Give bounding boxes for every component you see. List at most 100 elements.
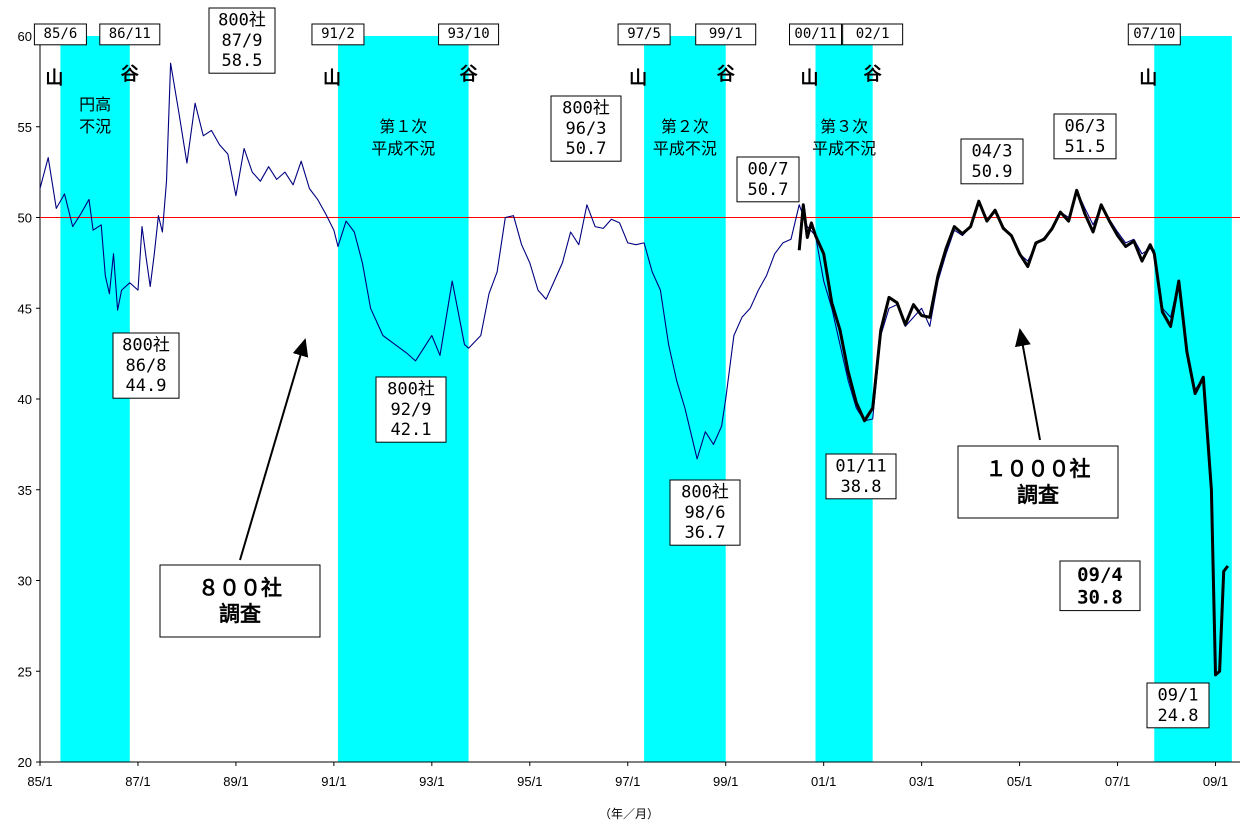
- band-peak-date-text: 00/11: [794, 26, 836, 42]
- value-annotation-text: 42.1: [391, 420, 432, 440]
- x-tick-label: 85/1: [27, 774, 52, 789]
- value-annotation-box: [1146, 682, 1210, 729]
- trough-mark: 谷: [717, 64, 736, 85]
- value-annotation-text: 96/3: [566, 119, 607, 139]
- band-peak-date-box: [789, 23, 843, 46]
- recession-band: [815, 36, 873, 762]
- x-tick-label: 91/1: [321, 774, 346, 789]
- value-annotation-text: 800社: [562, 98, 610, 118]
- y-tick-label: 50: [18, 211, 32, 226]
- peak-mark: 山: [323, 68, 341, 89]
- value-annotation-text: 98/6: [685, 503, 726, 523]
- peak-mark: 山: [45, 68, 63, 89]
- band-peak-date-box: [617, 23, 671, 46]
- arrow-800: [239, 338, 309, 561]
- value-annotation-box: [669, 479, 741, 546]
- value-annotation-box: [375, 376, 447, 443]
- series-line-1000: [797, 188, 1229, 677]
- survey-text: ８００社: [198, 576, 282, 600]
- value-annotation-text: 800社: [387, 379, 435, 399]
- x-tick-label: 01/1: [811, 774, 836, 789]
- x-tick-label: 05/1: [1007, 774, 1032, 789]
- band-name: 不況: [79, 117, 111, 136]
- value-annotation-box: [960, 138, 1024, 185]
- x-tick-label: 93/1: [419, 774, 444, 789]
- y-tick-label: 55: [18, 120, 32, 135]
- band-name: 円高: [79, 95, 111, 114]
- band-name: 平成不況: [653, 139, 717, 158]
- band-peak-date-box: [311, 23, 365, 46]
- value-annotation-text: 87/9: [222, 31, 263, 51]
- value-annotation-box: [112, 332, 180, 399]
- x-tick-label: 03/1: [909, 774, 934, 789]
- value-annotation-text: 00/7: [748, 159, 789, 179]
- band-trough-date-box: [99, 23, 161, 46]
- x-tick-label: 89/1: [223, 774, 248, 789]
- band-trough-date-box: [842, 23, 904, 46]
- value-annotation-box: [1059, 560, 1141, 612]
- x-tick-label: 97/1: [615, 774, 640, 789]
- value-annotation-text: 92/9: [391, 400, 432, 420]
- trough-mark: 谷: [121, 64, 140, 85]
- value-annotation-text: 04/3: [972, 141, 1013, 161]
- value-annotation-text: 36.7: [685, 523, 726, 543]
- x-tick-label: 99/1: [713, 774, 738, 789]
- x-axis: 85/1 87/1 89/1 91/1 93/1 95/1 97/1 99/1 01/1 03/1…: [27, 762, 1228, 789]
- value-annotation-box: [208, 7, 276, 74]
- y-tick-label: 20: [18, 755, 32, 770]
- band-name: 第２次: [661, 117, 709, 136]
- value-annotation-box: [736, 156, 800, 203]
- trough-mark: 谷: [460, 64, 479, 85]
- series-lines: [39, 62, 1229, 677]
- band-trough-date-text: 02/1: [856, 26, 890, 42]
- y-axis: 20 25 30 35 40 45 50 55 60: [18, 29, 40, 770]
- band-peak-date-text: 91/2: [321, 26, 355, 42]
- band-peak-date-box: [33, 23, 87, 46]
- y-tick-label: 25: [18, 664, 32, 679]
- x-tick-label: 95/1: [517, 774, 542, 789]
- value-annotation-text: 24.8: [1158, 706, 1199, 726]
- band-peak-date-text: 07/10: [1133, 26, 1175, 42]
- x-tick-label: 87/1: [125, 774, 150, 789]
- y-tick-label: 40: [18, 392, 32, 407]
- value-annotation-text: 58.5: [222, 51, 263, 71]
- x-axis-label: （年／月）: [599, 807, 659, 821]
- survey-box: [159, 564, 321, 638]
- trough-mark: 谷: [864, 64, 883, 85]
- recession-band: [1154, 36, 1232, 762]
- value-annotation-text: 51.5: [1065, 137, 1106, 157]
- y-tick-label: 45: [18, 301, 32, 316]
- value-annotation-text: 06/3: [1065, 116, 1106, 136]
- value-annotation-text: 09/1: [1158, 685, 1199, 705]
- band-peak-date-text: 97/5: [627, 26, 661, 42]
- recession-band: [60, 36, 130, 762]
- band-name: 平成不況: [812, 139, 876, 158]
- band-trough-date-text: 86/11: [109, 26, 151, 42]
- value-annotation-text: 30.8: [1077, 587, 1123, 609]
- band-name: 第３次: [820, 117, 868, 136]
- value-annotation-text: 800社: [122, 335, 170, 355]
- band-name: 平成不況: [371, 139, 435, 158]
- value-annotation-text: 44.9: [126, 376, 167, 396]
- value-annotation-text: 800社: [681, 482, 729, 502]
- value-annotation-text: 38.8: [841, 477, 882, 497]
- arrow-1000: [1014, 328, 1041, 441]
- x-tick-label: 07/1: [1105, 774, 1130, 789]
- recession-band: [644, 36, 726, 762]
- y-tick-label: 30: [18, 574, 32, 589]
- x-tick-label: 09/1: [1203, 774, 1228, 789]
- value-annotation-text: 50.7: [748, 180, 789, 200]
- value-annotation-text: 50.9: [972, 162, 1013, 182]
- survey-box: [957, 445, 1119, 519]
- y-tick-label: 60: [18, 29, 32, 44]
- peak-mark: 山: [801, 68, 819, 89]
- y-tick-label: 35: [18, 483, 32, 498]
- peak-mark: 山: [629, 68, 647, 89]
- value-annotation-text: 50.7: [566, 139, 607, 159]
- survey-text: 調査: [1017, 483, 1059, 507]
- peak-mark: 山: [1139, 68, 1157, 89]
- band-peak-date-box: [1127, 23, 1181, 46]
